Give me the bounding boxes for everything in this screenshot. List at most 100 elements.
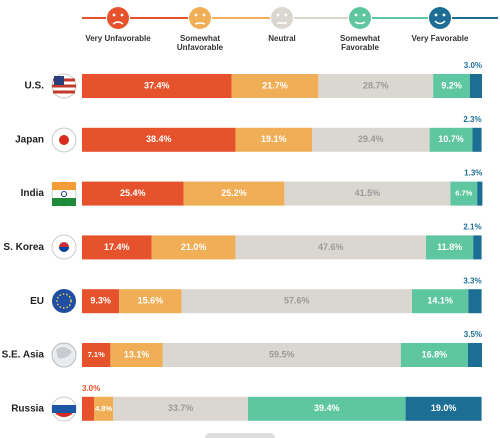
legend-mouth [194, 22, 206, 25]
bar-segment [82, 396, 94, 421]
value-label: 38.4% [146, 134, 172, 144]
bar-segment [470, 74, 482, 98]
value-label: 17.4% [104, 242, 130, 252]
value-label: 37.4% [144, 80, 170, 90]
bar-segment [284, 181, 451, 206]
legend-eye [202, 13, 206, 17]
value-label: 16.8% [422, 349, 448, 359]
bar-segment [82, 235, 152, 260]
category-label: Japan [15, 134, 44, 145]
bar-segment [468, 289, 482, 314]
value-label: 47.6% [318, 242, 344, 252]
category-label: S. Korea [3, 242, 44, 253]
bar-segment [181, 289, 412, 314]
value-label: 10.7% [438, 134, 464, 144]
value-label: 11.8% [437, 242, 462, 252]
value-label: 7.1% [88, 350, 105, 359]
bar-segment [151, 235, 236, 260]
bar-segment [183, 181, 285, 206]
category-label: India [21, 188, 45, 199]
legend-eye [112, 13, 116, 17]
value-label: 6.7% [455, 189, 472, 198]
bar-segment [231, 74, 319, 98]
value-label: 15.6% [138, 296, 164, 306]
bar-segment [235, 235, 426, 260]
legend-icon [429, 7, 451, 29]
value-label: 9.3% [90, 296, 111, 306]
bar-segment [472, 127, 482, 152]
value-label: 2.1% [463, 223, 481, 232]
value-label: 33.7% [168, 403, 194, 413]
bar-segment [94, 396, 114, 421]
legend-eye [120, 13, 124, 17]
bar-segment [82, 181, 184, 206]
bar-segment [110, 343, 163, 367]
bar-segment [412, 289, 469, 314]
bar-segment [162, 343, 401, 367]
decoration [205, 433, 275, 438]
bar-segment [119, 289, 182, 314]
value-label: 28.7% [363, 80, 389, 90]
value-label: 29.4% [358, 134, 384, 144]
bar-segment [82, 127, 236, 152]
value-label: 2.3% [463, 115, 481, 124]
value-label: 3.0% [82, 384, 100, 393]
legend-icon [189, 7, 211, 29]
legend-icon [349, 7, 371, 29]
bar-segment [405, 396, 482, 421]
legend-label: Very Favorable [411, 34, 469, 43]
value-label: 4.8% [95, 404, 112, 413]
category-label: Russia [11, 403, 44, 414]
category-label: S.E. Asia [2, 350, 45, 361]
flags [51, 73, 77, 422]
bar-segment [318, 74, 434, 98]
value-label: 39.4% [314, 403, 340, 413]
value-label: 25.2% [221, 188, 247, 198]
legend-eye [434, 13, 438, 17]
bar-segment [113, 396, 248, 421]
legend-label: Very Unfavorable [85, 34, 151, 43]
bar-segment [473, 235, 482, 260]
value-label: 3.3% [463, 276, 481, 285]
value-label: 19.1% [261, 134, 287, 144]
bar-segment [477, 181, 483, 206]
bar-segment [429, 127, 473, 152]
legend-eye [354, 13, 358, 17]
legend-eye [276, 13, 280, 17]
legend-label: Somewhat Unfavorable [176, 34, 224, 52]
value-label: 3.5% [464, 330, 482, 339]
legend-icon [271, 7, 293, 29]
bar-segment [82, 289, 120, 314]
legend-eye [194, 13, 198, 17]
value-label: 21.7% [262, 80, 288, 90]
legend-mouth [434, 20, 446, 25]
bar-segment [426, 235, 474, 260]
category-label: U.S. [25, 81, 45, 92]
value-label: 13.1% [124, 349, 150, 359]
legend-eye [362, 13, 366, 17]
legend-mouth [112, 21, 124, 25]
value-label: 1.3% [464, 169, 482, 178]
value-label: 57.6% [284, 296, 310, 306]
value-label: 21.0% [181, 242, 207, 252]
legend-label: Neutral [268, 34, 296, 43]
value-label: 19.0% [431, 403, 457, 413]
bar-segment [248, 396, 406, 421]
value-label: 25.4% [120, 188, 146, 198]
category-label: EU [30, 296, 44, 307]
bar-segment [235, 127, 312, 152]
legend-icon [107, 7, 129, 29]
value-label: 9.2% [441, 80, 462, 90]
bar-segment [433, 74, 470, 98]
legend-label: Somewhat Favorable [339, 34, 380, 52]
legend-eye [284, 13, 288, 17]
bar-segment [82, 343, 111, 367]
bar-segment [400, 343, 468, 367]
value-label: 3.0% [464, 61, 482, 70]
legend-eye [442, 13, 446, 17]
bar-segment [450, 181, 478, 206]
value-label: 41.5% [355, 188, 381, 198]
value-label: 59.5% [269, 349, 295, 359]
